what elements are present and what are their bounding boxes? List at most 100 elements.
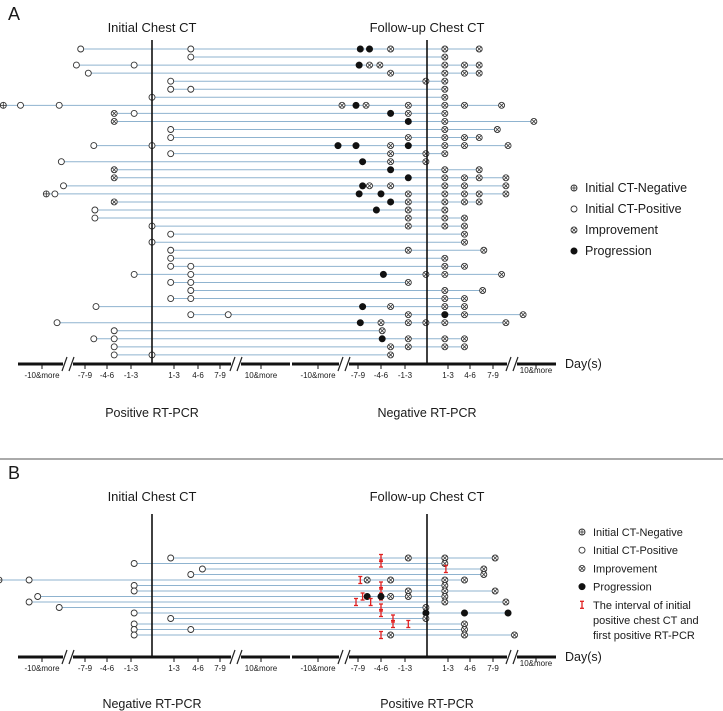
marker-imp-R34-3 (422, 319, 430, 327)
marker-imp-R27-1 (461, 262, 468, 270)
marker-pos-L30-0 (187, 287, 195, 294)
cross-b (111, 167, 117, 173)
marker-imp-R3-0 (387, 69, 395, 77)
marker-prog-R19-0 (387, 198, 395, 206)
left-tick-label: -7-9 (78, 371, 93, 380)
cross-b (405, 588, 411, 594)
marker-interval-R12-1 (406, 619, 411, 629)
cross-b (377, 62, 383, 68)
axis-break-gap (63, 360, 73, 368)
progression-dot-icon (387, 166, 395, 174)
cross-b (388, 151, 393, 157)
marker-imp-R36-1 (404, 335, 412, 343)
cross-b (503, 175, 509, 181)
right-tick-label: 7-9 (487, 371, 499, 380)
positive-circle-icon (53, 319, 61, 327)
progression-dot-icon (372, 206, 380, 214)
cross-b (339, 102, 345, 108)
cross-b (367, 62, 372, 68)
axis-break-slash (344, 649, 351, 665)
positive-circle-icon (130, 109, 138, 117)
positive-circle-icon (187, 53, 195, 61)
marker-pos-L8-1 (130, 109, 138, 117)
marker-imp-R17-2 (387, 182, 395, 190)
marker-imp-R2-2 (376, 61, 384, 69)
cross-b (462, 263, 467, 269)
cross-b (503, 599, 509, 605)
marker-imp-R12-4 (441, 142, 449, 150)
progression-dot-icon (404, 142, 412, 150)
cross-b (442, 288, 448, 293)
marker-pos-L21-0 (91, 214, 99, 222)
marker-pos-L4-0 (167, 77, 175, 85)
marker-interval-R12-0 (391, 619, 395, 629)
positive-circle-icon (578, 546, 586, 554)
marker-imp-R34-4 (441, 319, 449, 327)
positive-circle-icon (25, 598, 33, 606)
cross-b (442, 296, 448, 301)
marker-prog-R12-1 (352, 142, 360, 150)
marker-imp-R7-2 (362, 101, 370, 109)
positive-circle-icon (224, 311, 232, 319)
marker-imp-R18-3 (441, 190, 449, 198)
axis-break-slash (505, 649, 512, 665)
left-axis-break-1 (61, 649, 75, 665)
right-axis-break-1 (337, 649, 351, 665)
marker-imp-L15-0 (110, 166, 118, 174)
progression-dot-icon (387, 109, 395, 117)
right-tick-label: -1-3 (398, 664, 413, 673)
marker-imp-R2-5 (475, 61, 483, 69)
cross-b (405, 223, 411, 229)
marker-interval-R2-0 (443, 564, 448, 574)
cross-b (442, 583, 448, 588)
positive-circle-icon (167, 554, 175, 562)
marker-imp-R34-5 (502, 319, 510, 327)
marker-pos-L14-0 (130, 631, 138, 639)
marker-prog-R2-0 (355, 61, 363, 69)
positive-circle-icon (60, 182, 67, 190)
marker-imp-R7-6 (498, 101, 506, 109)
cross-b (503, 320, 509, 326)
marker-imp-R12-6 (504, 142, 512, 150)
marker-imp-R4-3 (441, 576, 449, 584)
marker-imp-R24-0 (461, 238, 468, 246)
cross-b (442, 54, 448, 60)
cross-b (520, 312, 526, 318)
cross-b (442, 111, 448, 116)
cross-b (388, 594, 393, 599)
cross-b (111, 199, 117, 205)
marker-prog-R12-3 (404, 142, 412, 150)
marker-imp-legend-2 (578, 564, 586, 572)
legend-label-interval: The interval of initial positive chest CT… (593, 600, 699, 642)
positive-circle-icon (130, 560, 138, 567)
marker-imp-R17-1 (366, 182, 373, 190)
axis-break-gap (231, 360, 241, 368)
cross-b (388, 352, 393, 358)
marker-imp-R35-0 (378, 327, 386, 335)
marker-imp-R16-4 (502, 174, 510, 182)
marker-imp-R3-2 (461, 69, 468, 77)
cross-b (405, 312, 411, 318)
cross-b (405, 594, 411, 599)
marker-imp-R22-2 (461, 222, 468, 230)
marker-prog-R7-1 (352, 101, 360, 109)
cross-b (405, 555, 411, 561)
axis-break-gap (507, 653, 517, 661)
cross-b (492, 555, 498, 561)
legend-label-line: first positive RT-PCR (593, 630, 695, 642)
marker-imp-R8-2 (441, 598, 449, 606)
cross-b (476, 167, 482, 173)
marker-imp-R11-1 (422, 615, 430, 622)
progression-dot-icon (460, 609, 468, 617)
marker-prog-R8-0 (387, 109, 395, 117)
positive-circle-icon (167, 279, 175, 286)
marker-pos-L29-1 (187, 279, 195, 286)
positive-circle-icon (167, 615, 175, 622)
marker-pos-L33-1 (224, 311, 232, 319)
cross-b (481, 566, 487, 572)
cross-b (442, 70, 448, 76)
positive-circle-icon (187, 571, 195, 578)
marker-pos-L31-1 (187, 295, 195, 302)
legend-label-line: positive chest CT and (593, 615, 699, 627)
marker-pos-L7-1 (17, 101, 24, 109)
